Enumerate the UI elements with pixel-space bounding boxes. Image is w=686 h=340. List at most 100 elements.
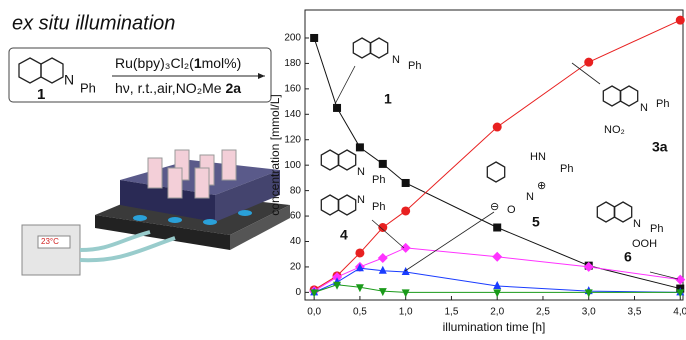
y-axis-label: concentration [mmol/L] — [268, 94, 282, 215]
compound-label: 1 — [384, 91, 392, 107]
marker — [676, 289, 685, 298]
leader-line — [404, 211, 495, 272]
atom: N — [640, 102, 648, 114]
marker — [584, 289, 593, 298]
atom: N — [392, 54, 400, 66]
atom: Ph — [408, 60, 421, 72]
marker — [378, 223, 388, 232]
y-tick-label: 40 — [290, 236, 302, 247]
atom: N — [357, 194, 365, 206]
compound-label: 1 — [37, 86, 45, 103]
compound-label: 6 — [624, 249, 632, 265]
ring — [596, 201, 616, 223]
text: hν, r.t.,air,NO₂Me — [115, 80, 225, 96]
atom: NO₂ — [604, 124, 625, 136]
y-tick-label: 140 — [284, 109, 301, 120]
marker — [675, 274, 686, 285]
ring — [613, 201, 633, 223]
leader-line — [333, 65, 356, 107]
marker — [583, 261, 594, 272]
marker — [401, 206, 411, 216]
y-tick-label: 20 — [290, 262, 302, 273]
marker — [333, 281, 342, 290]
atom: Ph — [560, 163, 573, 175]
marker — [333, 103, 342, 112]
atom: Ph — [650, 223, 663, 235]
atom: HN — [530, 151, 546, 163]
title: ex situ illumination — [12, 12, 175, 34]
ring — [619, 85, 639, 107]
marker — [355, 263, 364, 272]
marker — [493, 281, 502, 290]
reaction-condition: Ru(bpy)₃Cl₂(1mol%) — [115, 55, 241, 71]
marker — [400, 242, 411, 253]
series-line — [313, 37, 681, 290]
y-tick-label: 80 — [290, 185, 302, 196]
y-tick-label: 180 — [284, 58, 301, 69]
compound-label: 3a — [652, 139, 668, 155]
marker — [492, 251, 503, 262]
x-axis-label: illumination time [h] — [443, 320, 546, 334]
marker — [378, 265, 387, 274]
atom: N — [357, 166, 365, 178]
leader-line — [371, 219, 405, 249]
text: Ru(bpy)₃Cl₂( — [115, 55, 194, 71]
ring — [369, 37, 389, 59]
marker — [355, 284, 364, 293]
atom: N — [633, 218, 641, 230]
text: 1 — [194, 55, 202, 71]
marker — [355, 248, 365, 258]
series-line — [313, 19, 681, 291]
marker — [355, 143, 364, 152]
atom: ⊕ — [537, 180, 546, 192]
atom: Ph — [656, 98, 669, 110]
atom: Ph — [372, 201, 385, 213]
y-tick-label: 100 — [284, 160, 301, 171]
y-tick-label: 60 — [290, 211, 302, 222]
atom: ⊖ — [490, 201, 499, 213]
marker — [675, 15, 685, 25]
marker — [377, 253, 388, 264]
atom: O — [507, 204, 516, 216]
x-tick-label: 3,0 — [582, 307, 596, 318]
series-line — [313, 267, 681, 293]
atom: OOH — [632, 238, 657, 250]
reaction-condition: hν, r.t.,air,NO₂Me 2a — [115, 80, 241, 96]
leader-line — [571, 62, 601, 85]
marker — [493, 223, 502, 232]
marker — [401, 178, 410, 187]
marker — [310, 33, 319, 42]
atom: N — [64, 72, 74, 88]
x-tick-label: 1,0 — [399, 307, 413, 318]
thermostat-display: 23°C — [41, 237, 59, 246]
reaction-box — [8, 47, 272, 103]
marker — [584, 57, 594, 67]
marker — [378, 288, 387, 297]
arrow-head — [258, 73, 265, 79]
ring — [337, 149, 357, 171]
y-tick-label: 120 — [284, 134, 301, 145]
x-tick-label: 1,5 — [444, 307, 458, 318]
ring — [602, 85, 622, 107]
x-tick-label: 3,5 — [628, 307, 642, 318]
marker — [492, 122, 502, 132]
ring — [320, 194, 340, 216]
text: 2a — [225, 80, 241, 96]
atom: Ph — [80, 80, 96, 95]
ring — [40, 57, 64, 84]
x-tick-label: 2,0 — [490, 307, 504, 318]
y-tick-label: 160 — [284, 84, 301, 95]
compound-label: 4 — [340, 227, 348, 243]
series-line — [313, 284, 681, 293]
y-tick-label: 200 — [284, 33, 301, 44]
ring — [320, 149, 340, 171]
ring — [352, 37, 372, 59]
atom: N — [526, 191, 534, 203]
marker — [401, 289, 410, 298]
ring — [486, 161, 506, 183]
marker — [378, 159, 387, 168]
y-tick-label: 0 — [295, 287, 301, 298]
marker — [493, 289, 502, 298]
series-line — [313, 247, 681, 292]
